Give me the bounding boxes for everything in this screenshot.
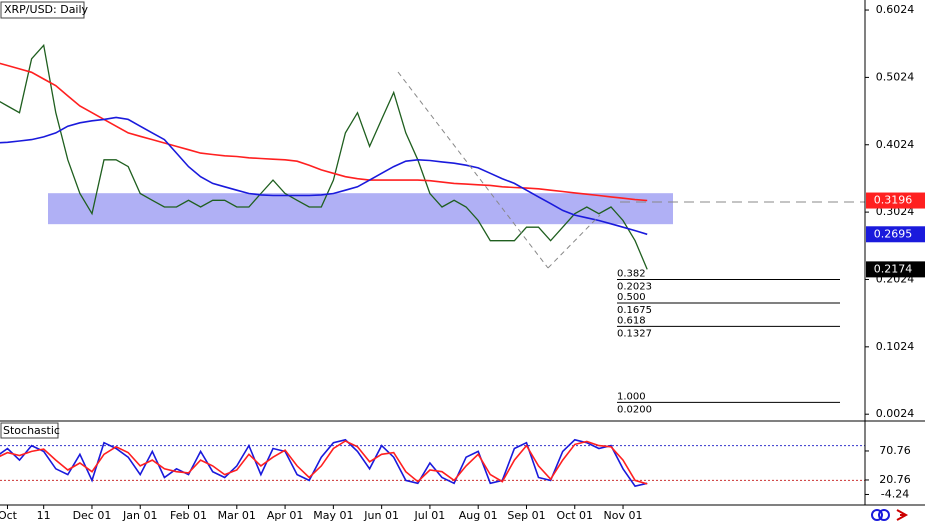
x-tick-label: Jan 01 bbox=[122, 509, 157, 522]
x-tick-label: Jun 01 bbox=[363, 509, 399, 522]
y-tick-label: -4.24 bbox=[881, 487, 909, 500]
fib-price: 0.2023 bbox=[617, 282, 652, 293]
y-tick-label: 0.6024 bbox=[876, 3, 915, 16]
x-tick-label: Aug 01 bbox=[459, 509, 498, 522]
y-tick-label: 20.76 bbox=[879, 473, 911, 486]
y-tick-label: 0.0024 bbox=[876, 407, 915, 420]
x-tick-label: Oct 01 bbox=[557, 509, 594, 522]
y-tick-label: 70.76 bbox=[879, 444, 911, 457]
icon[interactable] bbox=[878, 509, 890, 521]
trend-line bbox=[547, 214, 601, 269]
fib-ratio: 0.382 bbox=[617, 269, 646, 280]
price-label-box bbox=[866, 261, 925, 278]
chart-title: XRP/USD: Daily bbox=[4, 3, 89, 16]
fib-price: 0.1327 bbox=[617, 328, 652, 339]
panel-title: Stochastic bbox=[3, 424, 60, 437]
price-label: 0.2174 bbox=[874, 262, 913, 275]
plot-area bbox=[0, 43, 673, 270]
price-label-box bbox=[866, 226, 925, 243]
series-line bbox=[0, 43, 648, 270]
fib-price: 0.0200 bbox=[617, 404, 652, 415]
plot-area bbox=[0, 438, 865, 488]
x-tick-label: Sep 01 bbox=[507, 509, 545, 522]
x-tick-label: Feb 01 bbox=[170, 509, 207, 522]
price-label-box bbox=[866, 192, 925, 209]
icon[interactable] bbox=[871, 509, 883, 521]
fib-ratio: 1.000 bbox=[617, 391, 646, 402]
title-box bbox=[0, 422, 59, 439]
icon[interactable] bbox=[896, 509, 909, 521]
x-tick-label: 11 bbox=[37, 509, 51, 522]
x-tick-label: Apr 01 bbox=[267, 509, 304, 522]
y-tick-label: 0.1024 bbox=[876, 340, 915, 353]
x-tick-label: Dec 01 bbox=[73, 509, 112, 522]
fib-ratio: 0.500 bbox=[617, 292, 646, 303]
y-tick-label: 0.4024 bbox=[876, 138, 915, 151]
x-tick-label: Mar 01 bbox=[218, 509, 256, 522]
price-label: 0.2695 bbox=[874, 227, 913, 240]
series-line bbox=[0, 438, 648, 488]
title-box bbox=[0, 1, 85, 19]
price-label: 0.3196 bbox=[874, 194, 913, 207]
series-line bbox=[0, 440, 648, 485]
zone bbox=[48, 193, 673, 225]
series-line bbox=[0, 116, 648, 236]
y-tick-label: 0.5024 bbox=[876, 70, 915, 83]
x-tick-label: Jul 01 bbox=[414, 509, 446, 522]
fib-ratio: 0.618 bbox=[617, 315, 646, 326]
toolbar-icons[interactable] bbox=[871, 509, 909, 521]
x-tick-label: May 01 bbox=[313, 509, 353, 522]
x-tick-label: Nov 01 bbox=[604, 509, 643, 522]
x-tick-label: Oct bbox=[0, 509, 18, 522]
fib-price: 0.1675 bbox=[617, 305, 652, 316]
